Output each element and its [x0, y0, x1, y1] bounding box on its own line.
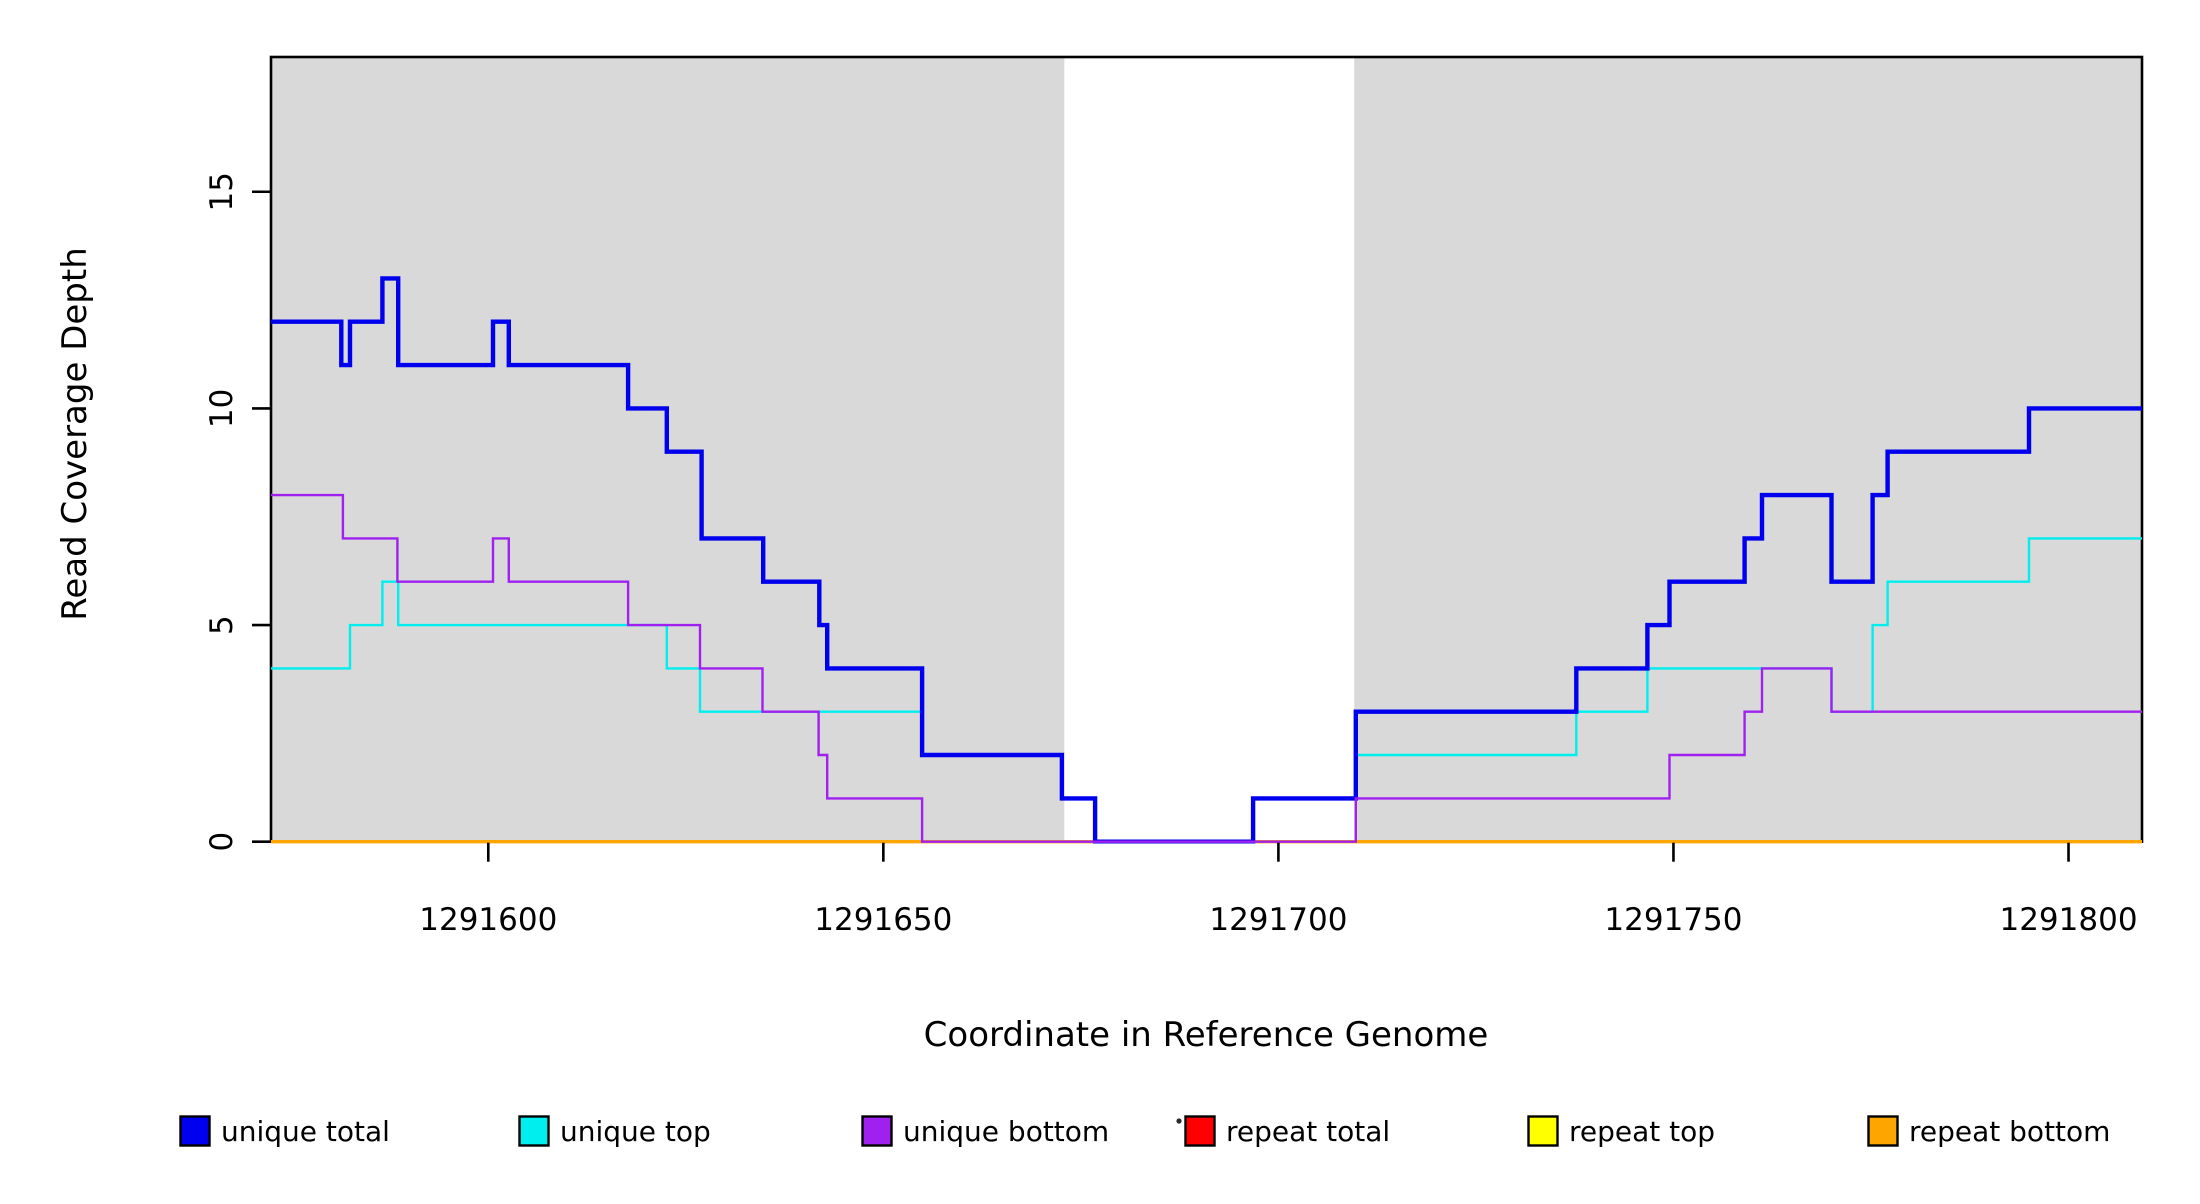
legend-label: repeat total — [1226, 1115, 1390, 1148]
legend-label: unique bottom — [903, 1115, 1109, 1148]
legend-label: unique top — [560, 1115, 711, 1148]
legend-item-repeat-top: repeat top — [1527, 1115, 1715, 1148]
y-tick-label: 10 — [204, 389, 240, 428]
stray-dot-artifact — [1176, 1118, 1182, 1124]
legend-item-unique-total: unique total — [179, 1115, 390, 1148]
legend-label: repeat bottom — [1909, 1115, 2110, 1148]
x-tick-label: 1291800 — [1999, 902, 2137, 938]
x-axis-title: Coordinate in Reference Genome — [924, 1015, 1489, 1055]
legend-item-repeat-total: repeat total — [1184, 1115, 1390, 1148]
legend-label: unique total — [221, 1115, 390, 1148]
chart-legend: unique total unique top unique bottom repea… — [179, 1115, 2110, 1148]
legend-item-unique-top: unique top — [518, 1115, 711, 1148]
legend-swatch — [861, 1115, 893, 1147]
series-line-unique-total — [271, 276, 2142, 844]
shaded-region-1 — [1354, 57, 2142, 842]
legend-swatch — [1867, 1115, 1899, 1147]
shaded-regions — [271, 57, 2142, 842]
legend-item-repeat-bottom: repeat bottom — [1867, 1115, 2110, 1148]
legend-swatch — [1527, 1115, 1559, 1147]
y-tick-label: 0 — [204, 832, 240, 852]
series-line-unique-bottom — [271, 493, 2142, 843]
x-tick-label: 1291750 — [1604, 902, 1742, 938]
x-tick-label: 1291700 — [1209, 902, 1347, 938]
axis-ticks: 1291600 1291650 1291700 1291750 1291800 0 5 10 1… — [204, 172, 2138, 938]
y-tick-label: 15 — [204, 172, 240, 211]
legend-swatch — [1184, 1115, 1216, 1147]
legend-item-unique-bottom: unique bottom — [861, 1115, 1109, 1148]
y-axis-title: Read Coverage Depth — [55, 247, 95, 621]
x-tick-label: 1291600 — [419, 902, 557, 938]
legend-swatch — [518, 1115, 550, 1147]
y-tick-label: 5 — [204, 615, 240, 635]
x-tick-label: 1291650 — [814, 902, 952, 938]
legend-label: repeat top — [1569, 1115, 1715, 1148]
series-lines — [271, 276, 2142, 844]
legend-swatch — [179, 1115, 211, 1147]
